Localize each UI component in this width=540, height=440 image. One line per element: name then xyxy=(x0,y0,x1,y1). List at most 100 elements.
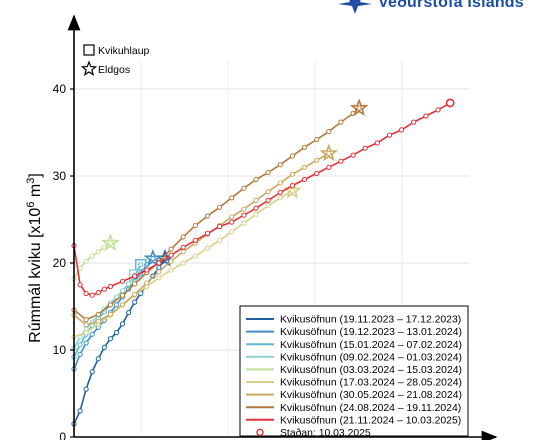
legend-entry: Kvikusöfnun (03.03.2024 – 15.03.2024) xyxy=(280,365,462,376)
data-point xyxy=(119,288,126,294)
data-point xyxy=(411,119,417,125)
legend-entry: Kvikusöfnun (21.11.2024 – 10.03.2025) xyxy=(280,415,461,426)
series-line xyxy=(73,152,330,326)
data-point xyxy=(101,344,107,350)
data-point xyxy=(95,311,101,317)
legend-entry: Kvikusöfnun (19.11.2023 – 17.12.2023) xyxy=(280,315,461,326)
series-7 xyxy=(71,143,339,328)
data-point xyxy=(350,152,356,158)
data-point xyxy=(168,267,174,273)
data-point xyxy=(107,283,114,290)
data-point xyxy=(253,205,259,211)
data-point xyxy=(144,280,150,286)
legend-star-label: Eldgos xyxy=(98,64,130,76)
legend-status-label: Staðan: 10.03.2025 xyxy=(280,427,371,439)
data-point xyxy=(89,331,95,337)
data-point xyxy=(180,260,186,266)
data-point xyxy=(301,176,308,183)
data-point xyxy=(301,164,308,170)
series-9 xyxy=(71,98,455,298)
data-point xyxy=(107,311,114,317)
data-point xyxy=(435,107,441,113)
data-point xyxy=(180,234,186,240)
data-point xyxy=(83,290,89,297)
data-point xyxy=(83,340,89,346)
data-point xyxy=(132,291,138,297)
data-point xyxy=(107,240,114,246)
data-point xyxy=(362,145,368,151)
brand-name: Veðurstofa Íslands xyxy=(378,0,524,11)
data-point xyxy=(126,281,132,287)
legend-entry: Kvikusöfnun (17.03.2024 – 28.05.2024) xyxy=(280,378,462,389)
data-point xyxy=(83,330,89,336)
y-tick-label: 30 xyxy=(53,169,67,183)
y-axis-label: Rúmmál kviku [x106 m3] xyxy=(25,173,44,343)
data-point xyxy=(289,183,295,189)
data-point xyxy=(217,223,223,230)
dike-square-marker xyxy=(128,269,141,281)
data-point xyxy=(277,195,283,201)
data-point xyxy=(156,264,162,270)
data-point xyxy=(119,292,126,298)
data-point xyxy=(229,219,235,225)
data-point xyxy=(265,197,271,203)
data-point xyxy=(156,260,162,266)
data-point xyxy=(277,180,283,186)
data-point xyxy=(314,170,320,176)
data-point xyxy=(119,302,126,308)
eruption-star-marker xyxy=(349,98,369,117)
data-point xyxy=(338,119,344,125)
legend-entry: Kvikusöfnun (09.02.2024 – 01.03.2024) xyxy=(280,352,462,363)
data-point xyxy=(101,286,107,292)
data-point xyxy=(156,269,162,275)
y-ticks: 0 10 20 30 40 xyxy=(53,82,74,440)
data-point xyxy=(83,322,89,328)
data-point xyxy=(229,214,235,220)
data-point xyxy=(107,336,114,342)
data-point xyxy=(113,330,120,336)
data-point xyxy=(95,318,101,324)
data-point xyxy=(229,229,235,235)
data-point xyxy=(77,351,83,357)
data-point xyxy=(83,317,89,323)
legend-box xyxy=(239,305,469,437)
data-point xyxy=(356,105,362,111)
data-point xyxy=(241,206,247,212)
series-8 xyxy=(71,98,369,323)
data-point xyxy=(83,386,89,392)
data-point xyxy=(192,223,198,229)
y-tick-label: 0 xyxy=(59,430,66,440)
logo-icon xyxy=(338,0,372,14)
data-point xyxy=(314,136,320,143)
y-tick-label: 40 xyxy=(53,82,67,96)
data-point xyxy=(180,249,186,255)
data-point xyxy=(204,213,211,219)
eruption-star-marker xyxy=(101,233,120,251)
data-point xyxy=(253,211,259,217)
legend-status-icon xyxy=(256,428,264,437)
legend-square-label: Kvikuhlaup xyxy=(98,45,150,57)
data-point xyxy=(229,195,235,201)
data-point xyxy=(132,273,138,279)
data-point xyxy=(338,158,344,164)
data-point xyxy=(132,281,138,287)
data-point xyxy=(277,189,283,196)
data-point xyxy=(138,262,144,268)
data-point xyxy=(89,292,95,298)
data-point xyxy=(326,164,332,170)
data-point xyxy=(399,127,405,133)
data-point xyxy=(217,237,223,243)
data-point xyxy=(326,129,332,135)
data-point xyxy=(265,189,271,195)
data-point xyxy=(119,321,126,327)
current-status-marker xyxy=(445,98,455,108)
data-point xyxy=(144,267,150,273)
data-point xyxy=(326,150,332,156)
legend-entry: Kvikusöfnun (24.08.2024 – 19.11.2024) xyxy=(280,403,461,414)
data-point xyxy=(265,203,271,209)
data-point xyxy=(156,275,162,281)
series-line xyxy=(73,102,451,297)
data-point xyxy=(180,244,186,250)
data-point xyxy=(150,256,156,262)
legend-entry: Kvikusöfnun (19.12.2023 – 13.01.2024) xyxy=(280,327,462,338)
